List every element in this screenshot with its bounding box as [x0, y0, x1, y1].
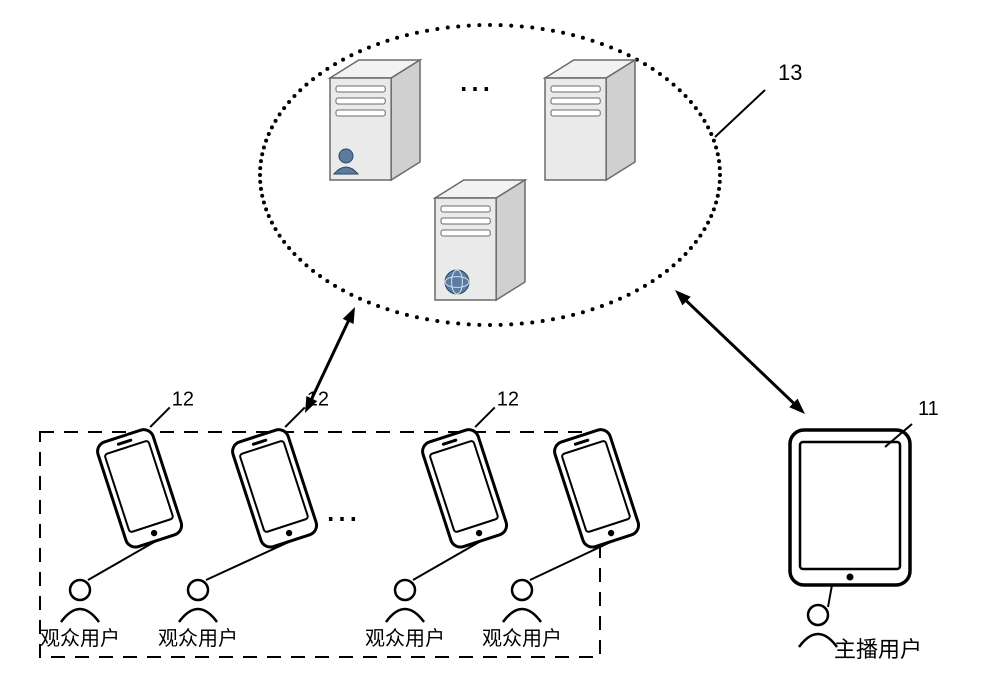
viewer-ellipsis: ⋯: [325, 500, 359, 538]
viewer-user-label: 观众用户: [482, 627, 562, 650]
user-icon: [61, 580, 99, 622]
diagram-svg: 13 ⋯ 12 12 12 ⋯ 观众用户 观众用户 观众用户 观众用户 11 主播用户: [0, 0, 1000, 685]
user-icon: [179, 580, 217, 622]
user-icon: [503, 580, 541, 622]
viewer-user-label: 观众用户: [158, 627, 238, 650]
connection-arrow: [685, 300, 794, 404]
tablet-icon: [790, 430, 910, 585]
viewer-user-label: 观众用户: [365, 627, 445, 650]
phone-label: 12: [497, 388, 519, 410]
user-icon: [799, 605, 837, 647]
tablet-label: 11: [918, 398, 939, 420]
viewer-user-label: 观众用户: [40, 627, 120, 650]
user-phone-connector: [88, 541, 157, 580]
server-icon: [435, 180, 525, 300]
cloud-ellipsis: ⋯: [458, 70, 492, 108]
anchor-user-label: 主播用户: [834, 637, 922, 662]
user-phone-connector: [206, 541, 292, 580]
user-icon: [386, 580, 424, 622]
diagram-root: 13 ⋯ 12 12 12 ⋯ 观众用户 观众用户 观众用户 观众用户 11 主播用户: [0, 0, 1000, 685]
phone-label: 12: [172, 388, 194, 410]
phone-icon: [95, 427, 184, 550]
phone-icon: [552, 427, 641, 550]
server-icon: [545, 60, 635, 180]
phone-icon: [420, 427, 509, 550]
user-phone-connector: [413, 541, 482, 580]
user-phone-connector: [530, 541, 614, 580]
cloud-callout-line: [715, 90, 765, 137]
phone-label: 12: [307, 388, 329, 410]
phone-icon: [230, 427, 319, 550]
anchor-connector: [828, 585, 832, 607]
cloud-label: 13: [778, 60, 802, 85]
server-icon: [330, 60, 420, 180]
